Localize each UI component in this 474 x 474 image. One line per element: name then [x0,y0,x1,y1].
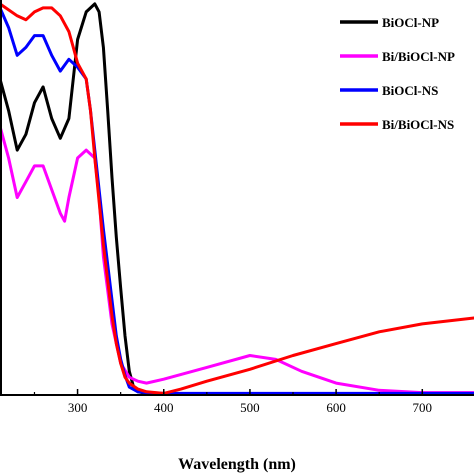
x-tick-label: 500 [240,400,260,415]
x-tick-label: 700 [413,400,433,415]
legend-label-1: BiOCl-NP [382,15,439,30]
legend-label-2: Bi/BiOCl-NP [382,49,455,64]
series-line-2 [0,124,474,395]
axes [0,0,474,396]
x-tick-label: 300 [68,400,88,415]
series-line-3 [0,6,474,395]
x-tick-label: 600 [326,400,346,415]
legend-label-4: Bi/BiOCl-NS [382,117,454,132]
x-ticks: 300 400 500 600 700 [33,389,433,415]
series-line-4 [0,2,474,395]
x-axis-title: Wavelength (nm) [178,456,296,473]
legend: BiOCl-NP Bi/BiOCl-NP BiOCl-NS Bi/BiOCl-NS [340,15,455,132]
legend-label-3: BiOCl-NS [382,83,438,98]
x-tick-label: 400 [154,400,174,415]
plot-lines [0,2,474,396]
